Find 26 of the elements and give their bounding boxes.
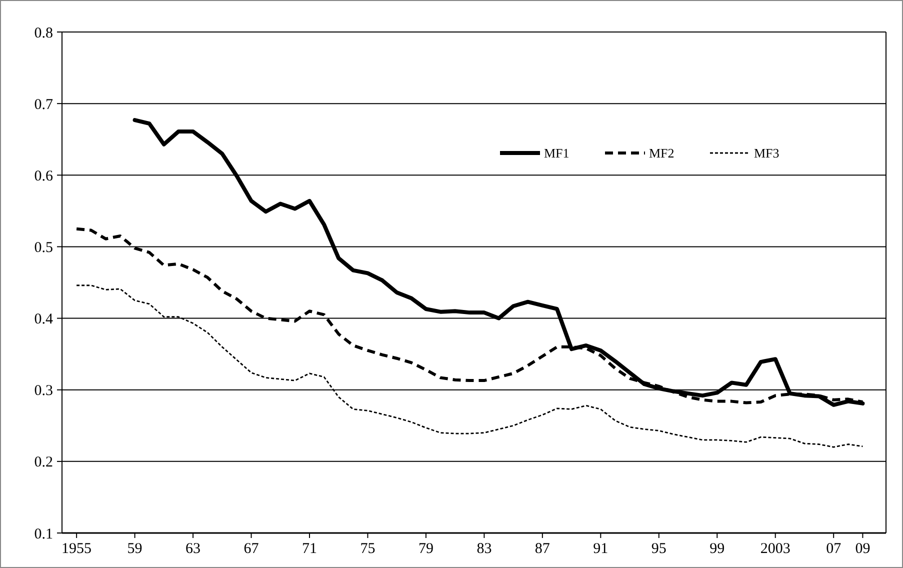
y-tick-label: 0.8 bbox=[34, 25, 53, 42]
x-tick-label: 67 bbox=[244, 541, 260, 557]
x-tick-label: 91 bbox=[593, 541, 608, 557]
y-tick-label: 0.1 bbox=[34, 526, 53, 542]
y-tick-label: 0.3 bbox=[34, 383, 53, 400]
y-tick-label: 0.5 bbox=[34, 240, 53, 256]
legend-label: MF3 bbox=[754, 146, 780, 161]
x-tick-label: 87 bbox=[534, 541, 550, 557]
legend-label: MF2 bbox=[649, 146, 674, 161]
x-tick-label: 1955 bbox=[62, 541, 92, 557]
x-tick-label: 71 bbox=[302, 541, 317, 557]
x-tick-label: 79 bbox=[418, 541, 434, 557]
y-tick-label: 0.2 bbox=[34, 454, 53, 471]
x-tick-label: 59 bbox=[127, 541, 142, 557]
x-tick-label: 09 bbox=[855, 541, 870, 557]
x-tick-label: 2003 bbox=[760, 541, 790, 557]
x-tick-label: 99 bbox=[710, 541, 725, 557]
y-tick-label: 0.6 bbox=[34, 168, 54, 184]
x-tick-label: 83 bbox=[476, 541, 492, 557]
x-tick-label: 63 bbox=[186, 541, 201, 557]
y-tick-label: 0.4 bbox=[34, 312, 54, 328]
legend-label: MF1 bbox=[544, 146, 570, 161]
x-tick-label: 07 bbox=[826, 541, 842, 557]
x-tick-label: 75 bbox=[360, 541, 376, 557]
y-tick-label: 0.7 bbox=[34, 96, 54, 113]
x-tick-label: 95 bbox=[651, 541, 666, 557]
